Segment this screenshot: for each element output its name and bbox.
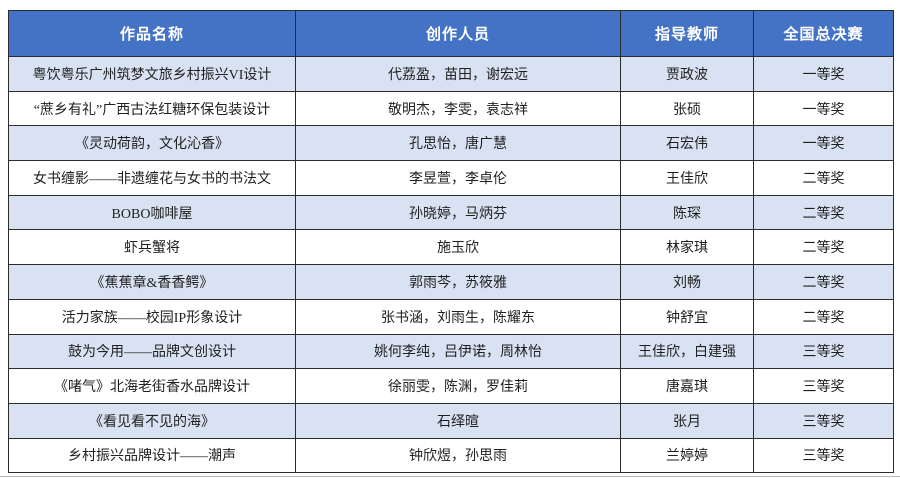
table-row: 《蕉蕉章&香香鳄》 郭雨芩，苏筱雅 刘畅 二等奖: [8, 264, 894, 300]
cell-creators: 敬明杰，李雯，袁志祥: [295, 90, 621, 127]
cell-work-title: 《蕉蕉章&香香鳄》: [8, 264, 296, 300]
cell-creators: 李昱萱，李卓伦: [295, 160, 621, 196]
cell-teacher: 贾政波: [620, 56, 754, 92]
cell-creators: 徐丽雯，陈渊，罗佳莉: [295, 368, 621, 404]
cell-creators: 孔思怡，唐广慧: [295, 125, 621, 162]
cell-teacher: 钟舒宜: [620, 298, 754, 335]
cell-teacher: 林家琪: [620, 229, 754, 266]
cell-work-title: 《灵动荷韵，文化沁香》: [8, 125, 296, 162]
cell-creators: 姚何李纯，吕伊诺，周林怡: [295, 333, 621, 370]
cell-creators: 施玉欣: [295, 229, 621, 266]
cell-creators: 石绎暄: [295, 402, 621, 439]
cell-creators: 孙晓婷，马炳芬: [295, 194, 621, 231]
cell-award: 一等奖: [753, 125, 894, 162]
cell-award: 二等奖: [753, 264, 894, 300]
cell-teacher: 张硕: [620, 90, 754, 127]
table-body: 粤饮粤乐广州筑梦文旅乡村振兴VI设计 代荔盈，苗田，谢宏远 贾政波 一等奖 “蔗…: [8, 56, 894, 474]
table-row: 粤饮粤乐广州筑梦文旅乡村振兴VI设计 代荔盈，苗田，谢宏远 贾政波 一等奖: [8, 56, 894, 92]
table-row: 《啫气》北海老街香水品牌设计 徐丽雯，陈渊，罗佳莉 唐嘉琪 三等奖: [8, 368, 894, 404]
table-row: 《灵动荷韵，文化沁香》 孔思怡，唐广慧 石宏伟 一等奖: [8, 125, 894, 162]
table-row: 《看见看不见的海》 石绎暄 张月 三等奖: [8, 402, 894, 439]
cell-award: 三等奖: [753, 368, 894, 404]
header-creators: 创作人员: [295, 10, 621, 57]
cell-work-title: “蔗乡有礼”广西古法红糖环保包装设计: [8, 90, 296, 127]
cell-work-title: 《啫气》北海老街香水品牌设计: [8, 368, 296, 404]
cell-award: 三等奖: [753, 402, 894, 439]
cell-award: 一等奖: [753, 90, 894, 127]
cell-creators: 郭雨芩，苏筱雅: [295, 264, 621, 300]
bottom-divider: [0, 476, 900, 477]
cell-work-title: BOBO咖啡屋: [8, 194, 296, 231]
cell-award: 三等奖: [753, 333, 894, 370]
table-header-row: 作品名称 创作人员 指导教师 全国总决赛: [8, 10, 894, 57]
table-row: “蔗乡有礼”广西古法红糖环保包装设计 敬明杰，李雯，袁志祥 张硕 一等奖: [8, 90, 894, 127]
header-work-name: 作品名称: [8, 10, 296, 57]
cell-teacher: 王佳欣，白建强: [620, 333, 754, 370]
cell-creators: 钟欣煜，孙思雨: [295, 437, 621, 474]
table-row: 活力家族——校园IP形象设计 张书涵，刘雨生，陈耀东 钟舒宜 二等奖: [8, 298, 894, 335]
header-national-final: 全国总决赛: [753, 10, 894, 57]
table-row: 虾兵蟹将 施玉欣 林家琪 二等奖: [8, 229, 894, 266]
cell-work-title: 粤饮粤乐广州筑梦文旅乡村振兴VI设计: [8, 56, 296, 92]
awards-table: 作品名称 创作人员 指导教师 全国总决赛 粤饮粤乐广州筑梦文旅乡村振兴VI设计 …: [8, 10, 894, 474]
cell-award: 三等奖: [753, 437, 894, 474]
cell-teacher: 陈琛: [620, 194, 754, 231]
cell-teacher: 兰婷婷: [620, 437, 754, 474]
cell-teacher: 王佳欣: [620, 160, 754, 196]
table-row: BOBO咖啡屋 孙晓婷，马炳芬 陈琛 二等奖: [8, 194, 894, 231]
cell-creators: 张书涵，刘雨生，陈耀东: [295, 298, 621, 335]
cell-work-title: 《看见看不见的海》: [8, 402, 296, 439]
cell-work-title: 乡村振兴品牌设计——潮声: [8, 437, 296, 474]
header-teacher: 指导教师: [620, 10, 754, 57]
cell-award: 二等奖: [753, 298, 894, 335]
cell-work-title: 女书缠影——非遗缠花与女书的书法文: [8, 160, 296, 196]
cell-teacher: 唐嘉琪: [620, 368, 754, 404]
cell-work-title: 虾兵蟹将: [8, 229, 296, 266]
cell-work-title: 鼓为今用——品牌文创设计: [8, 333, 296, 370]
cell-teacher: 石宏伟: [620, 125, 754, 162]
cell-teacher: 刘畅: [620, 264, 754, 300]
cell-award: 二等奖: [753, 160, 894, 196]
table-row: 鼓为今用——品牌文创设计 姚何李纯，吕伊诺，周林怡 王佳欣，白建强 三等奖: [8, 333, 894, 370]
cell-award: 二等奖: [753, 194, 894, 231]
cell-work-title: 活力家族——校园IP形象设计: [8, 298, 296, 335]
cell-teacher: 张月: [620, 402, 754, 439]
cell-award: 二等奖: [753, 229, 894, 266]
table-row: 女书缠影——非遗缠花与女书的书法文 李昱萱，李卓伦 王佳欣 二等奖: [8, 160, 894, 196]
cell-award: 一等奖: [753, 56, 894, 92]
table-row: 乡村振兴品牌设计——潮声 钟欣煜，孙思雨 兰婷婷 三等奖: [8, 437, 894, 474]
cell-creators: 代荔盈，苗田，谢宏远: [295, 56, 621, 92]
